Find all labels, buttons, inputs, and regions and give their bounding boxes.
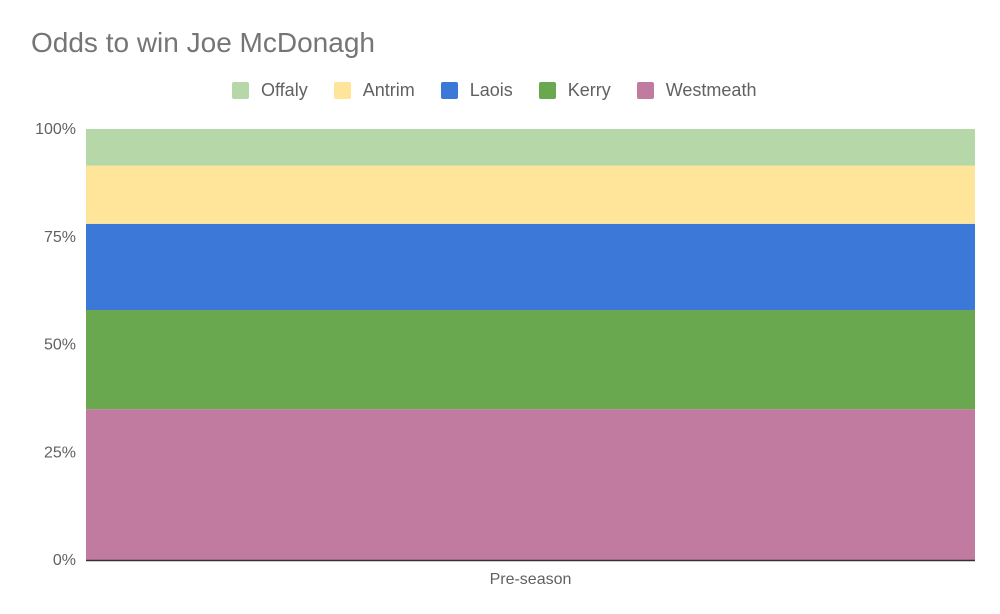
legend-item-kerry[interactable]: Kerry [538, 79, 611, 101]
legend-swatch-westmeath [636, 81, 654, 99]
legend-item-offaly[interactable]: Offaly [232, 80, 308, 101]
y-tick-label: 100% [35, 121, 76, 138]
y-tick-label: 50% [44, 337, 76, 354]
legend-item-laois[interactable]: Laois [440, 79, 513, 101]
bar-segment-westmeath[interactable] [86, 409, 975, 560]
x-tick-label: Pre-season [490, 571, 572, 588]
legend-swatch-offaly [232, 81, 249, 99]
legend-label-kerry: Kerry [567, 79, 611, 100]
legend-label-antrim: Antrim [362, 79, 415, 100]
bar-segment-offaly[interactable] [86, 129, 975, 166]
legend-label-westmeath: Westmeath [665, 79, 757, 100]
y-tick-label: 0% [53, 552, 76, 569]
legend-swatch-antrim [333, 81, 351, 99]
bar-segment-antrim[interactable] [86, 165, 975, 224]
legend-swatch-laois [440, 81, 458, 99]
legend-items: Offaly Antrim Laois Kerry Westmeath [232, 76, 782, 104]
y-tick-label: 25% [44, 444, 76, 461]
chart-legend: Offaly Antrim Laois Kerry Westmeath [0, 76, 1000, 104]
legend-swatch-kerry [538, 81, 556, 99]
chart-title: Odds to win Joe McDonagh [31, 27, 375, 58]
bar-segment-laois[interactable] [86, 223, 975, 311]
legend-item-westmeath[interactable]: Westmeath [636, 79, 757, 101]
bar-segment-kerry[interactable] [86, 310, 975, 410]
y-tick-label: 75% [44, 229, 76, 246]
legend-label-offaly: Offaly [261, 79, 308, 100]
legend-label-laois: Laois [469, 79, 513, 100]
legend-item-antrim[interactable]: Antrim [333, 79, 415, 101]
